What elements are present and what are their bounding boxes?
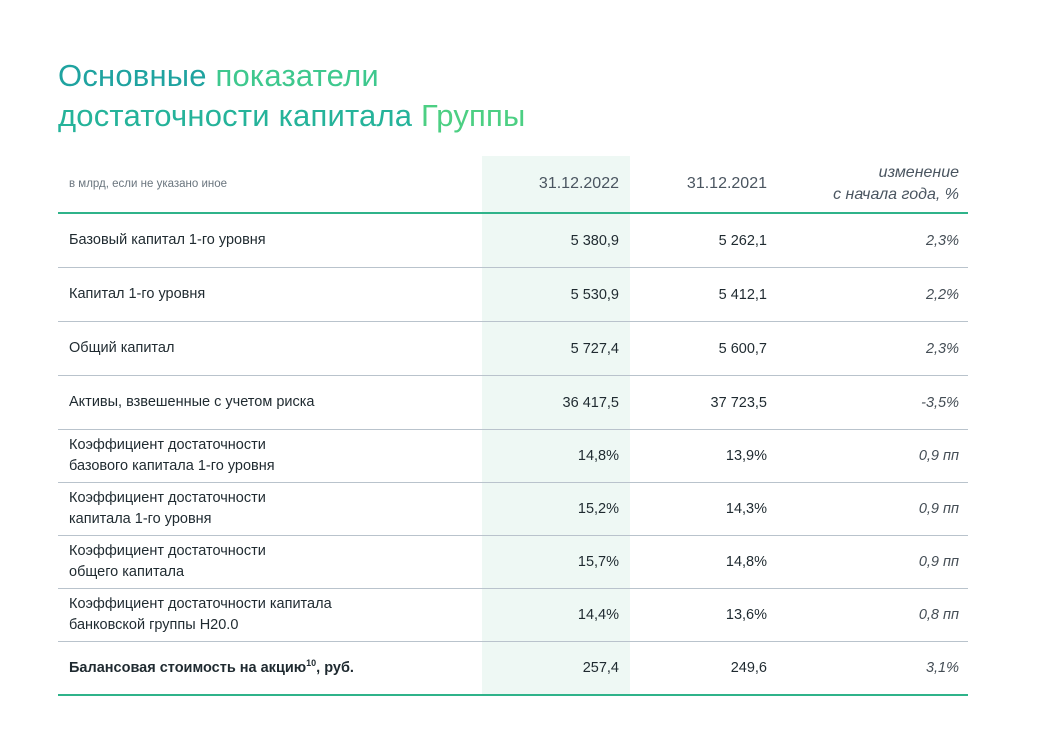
value-2022: 5 530,9 [570,286,619,303]
table-row: Активы, взвешенные с учетом риска 36 417… [58,376,968,430]
row-label-line1: Общий капитал [69,340,175,356]
header-col-change: изменение с начала года, % [777,162,968,206]
row-label: Базовый капитал 1-го уровня [58,230,482,251]
value-2022: 14,8% [577,448,619,464]
title-part-2: показатели [215,58,379,93]
row-label-line1: Коэффициент достаточности [69,490,266,506]
row-label-line1: Активы, взвешенные с учетом риска [69,394,315,410]
title-part-1: Основные [58,58,216,93]
row-label: Коэффициент достаточности общего капитала [58,541,482,583]
row-label-line1: Капитал 1-го уровня [69,286,206,302]
value-2022: 15,7% [577,554,619,570]
value-2021: 14,3% [725,501,767,517]
value-change: 0,9 пп [918,501,959,517]
value-2021: 13,9% [725,448,767,464]
row-label-line1: Коэффициент достаточности [69,543,266,559]
row-label: Общий капитал [58,338,482,359]
row-label-line1: Коэффициент достаточности капитала [69,596,332,612]
value-2022: 14,4% [577,607,619,623]
value-change: 2,2% [925,286,959,303]
page-title: Основные показатели достаточности капита… [58,56,526,136]
footnote-marker: 10 [306,657,317,668]
value-change: 0,9 пп [918,554,959,570]
value-2022: 36 417,5 [562,394,619,411]
row-label: Коэффициент достаточности капитала банков… [58,594,482,636]
row-label: Активы, взвешенные с учетом риска [58,392,482,413]
header-col-2021: 31.12.2021 [686,175,767,192]
table-row: Общий капитал 5 727,4 5 600,7 2,3% [58,322,968,376]
table-row: Коэффициент достаточности капитала банков… [58,589,968,642]
table-row: Коэффициент достаточности базового капита… [58,430,968,483]
table-row: Базовый капитал 1-го уровня 5 380,9 5 26… [58,214,968,268]
value-2021: 13,6% [725,607,767,623]
book-value-label: Балансовая стоимость на акцию [69,659,307,676]
row-label-line1: Базовый капитал 1-го уровня [69,232,266,248]
table-header-row: в млрд, если не указано иное 31.12.2022 … [58,156,968,214]
current-year-column-highlight [482,156,630,696]
value-2021: 37 723,5 [710,394,767,411]
value-2021: 249,6 [730,660,767,676]
value-2022: 5 727,4 [570,340,619,357]
value-change: 0,8 пп [918,607,959,623]
row-label-line2: общего капитала [69,564,185,580]
value-change: 2,3% [925,232,959,249]
header-col-2022: 31.12.2022 [538,175,619,192]
title-part-3: достаточности капитала [58,98,422,133]
value-2022: 15,2% [577,501,619,517]
row-label: Коэффициент достаточности базового капита… [58,435,482,477]
table-row: Капитал 1-го уровня 5 530,9 5 412,1 2,2% [58,268,968,322]
row-label-line2: капитала 1-го уровня [69,511,212,527]
value-2021: 5 262,1 [718,232,767,249]
row-label-line2: базового капитала 1-го уровня [69,458,275,474]
row-label: Коэффициент достаточности капитала 1-го у… [58,488,482,530]
row-label-line2: банковской группы Н20.0 [69,617,239,633]
header-change-line1: изменение [878,164,959,181]
value-2021: 5 600,7 [718,340,767,357]
table-row: Коэффициент достаточности общего капитала… [58,536,968,589]
row-label-line1: Коэффициент достаточности [69,437,266,453]
title-part-4: Группы [421,98,526,133]
value-change: 0,9 пп [918,448,959,464]
capital-adequacy-table: в млрд, если не указано иное 31.12.2022 … [58,156,968,696]
value-2021: 14,8% [725,554,767,570]
row-label: Балансовая стоимость на акцию10, руб. [58,658,482,679]
table-row: Коэффициент достаточности капитала 1-го у… [58,483,968,536]
row-label: Капитал 1-го уровня [58,284,482,305]
value-change: -3,5% [921,394,959,411]
value-2022: 5 380,9 [570,232,619,249]
book-value-suffix: , руб. [316,659,354,676]
value-2021: 5 412,1 [718,286,767,303]
value-change: 2,3% [925,340,959,357]
table-row-book-value: Балансовая стоимость на акцию10, руб. 25… [58,642,968,696]
value-change: 3,1% [925,660,959,676]
value-2022: 257,4 [582,660,619,676]
header-change-line2: с начала года, % [833,186,959,203]
units-note: в млрд, если не указано иное [69,177,228,190]
